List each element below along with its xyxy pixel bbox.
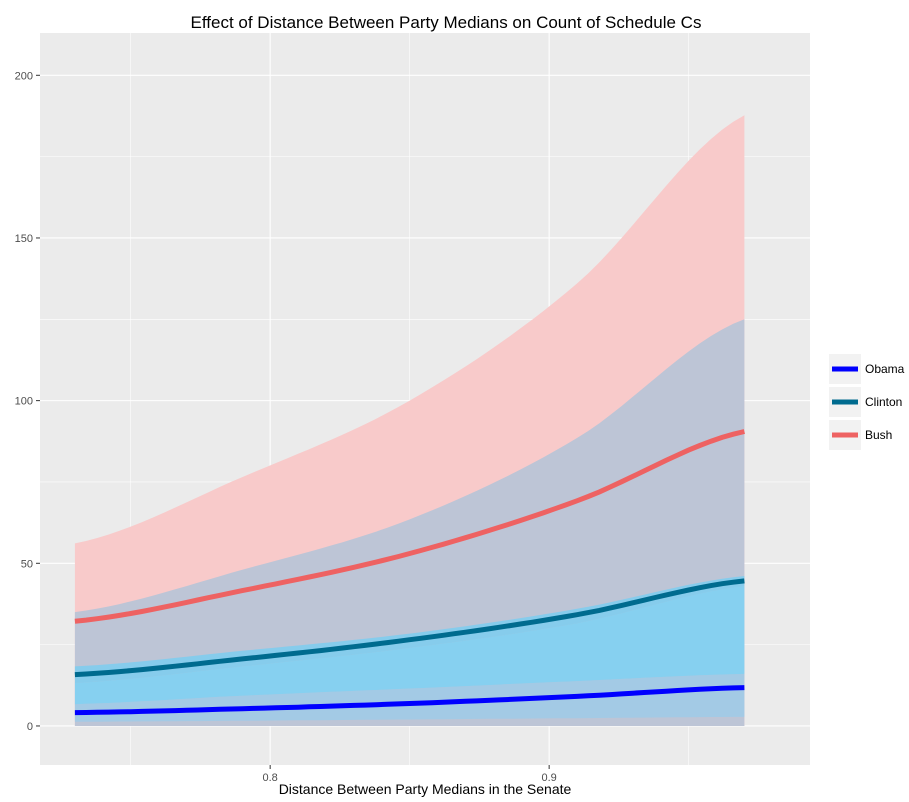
legend-label-bush: Bush — [865, 428, 892, 442]
clinton-ribbon-lower — [74, 586, 745, 705]
y-tick-label: 100 — [15, 396, 33, 408]
y-axis: 0 50 100 150 200 — [15, 70, 40, 733]
legend-label-obama: Obama — [865, 362, 905, 376]
y-tick-label: 0 — [27, 721, 33, 733]
confidence-ribbons — [74, 115, 745, 727]
x-tick-label: 0.8 — [263, 772, 278, 784]
legend: Obama Clinton Bush — [829, 354, 905, 450]
line-bush — [74, 429, 745, 624]
clinton-ribbon — [74, 576, 745, 683]
y-tick-label: 150 — [15, 233, 33, 245]
line-obama — [74, 685, 745, 716]
series-lines — [74, 429, 745, 716]
x-axis-title: Distance Between Party Medians in the Se… — [279, 781, 572, 797]
x-axis: 0.8 0.9 — [263, 765, 557, 784]
line-clinton — [74, 578, 745, 678]
y-tick-label: 50 — [21, 558, 33, 570]
chart-title: Effect of Distance Between Party Medians… — [191, 13, 702, 32]
legend-label-clinton: Clinton — [865, 395, 902, 409]
x-tick-label: 0.9 — [542, 772, 557, 784]
y-tick-label: 200 — [15, 70, 33, 82]
